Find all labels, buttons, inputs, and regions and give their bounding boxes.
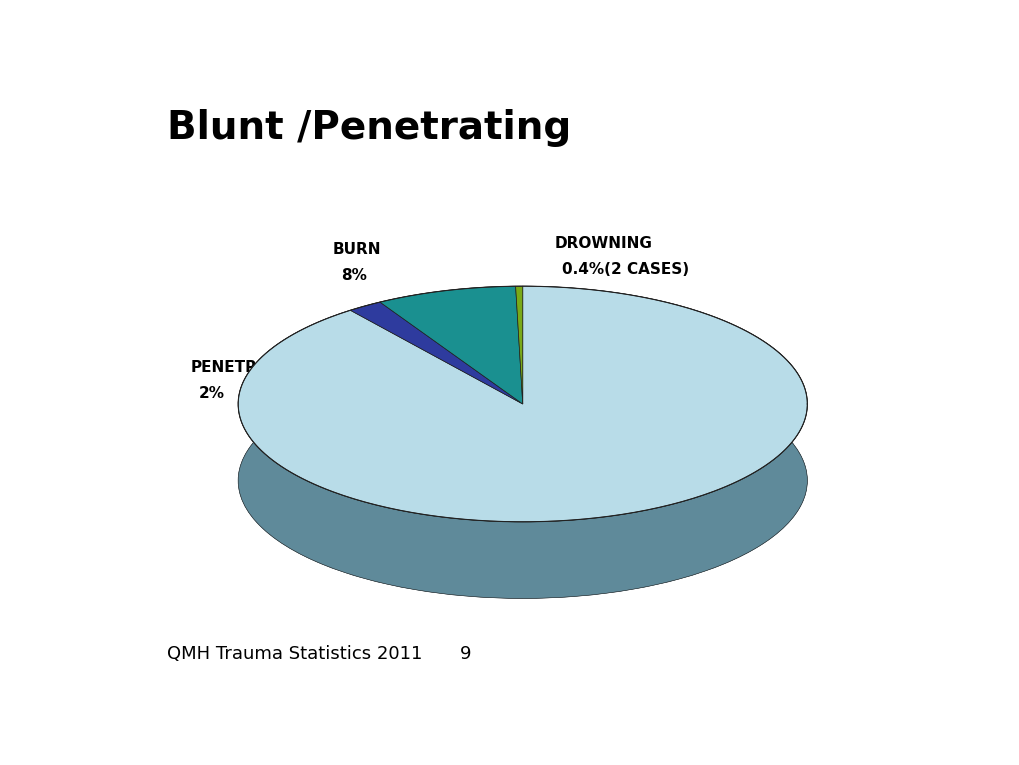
Text: Blunt /Penetrating: Blunt /Penetrating: [167, 109, 571, 148]
Polygon shape: [379, 286, 522, 404]
Text: 90%: 90%: [609, 468, 646, 483]
Polygon shape: [238, 286, 806, 522]
Text: QMH Trauma Statistics 2011: QMH Trauma Statistics 2011: [167, 645, 422, 663]
Polygon shape: [350, 302, 522, 404]
Ellipse shape: [238, 363, 807, 598]
Text: PENETRATING: PENETRATING: [191, 360, 310, 375]
Text: BLUNT: BLUNT: [601, 442, 657, 457]
Polygon shape: [238, 286, 806, 522]
Text: DROWNING: DROWNING: [554, 236, 651, 251]
Text: 8%: 8%: [340, 269, 367, 283]
Text: 2%: 2%: [199, 386, 224, 401]
Text: 9: 9: [459, 645, 471, 663]
Polygon shape: [516, 286, 522, 404]
Text: BURN: BURN: [333, 242, 381, 257]
Polygon shape: [516, 286, 522, 404]
Polygon shape: [238, 286, 806, 598]
Text: 0.4%(2 CASES): 0.4%(2 CASES): [561, 262, 689, 278]
Polygon shape: [379, 286, 522, 404]
Polygon shape: [350, 302, 522, 404]
